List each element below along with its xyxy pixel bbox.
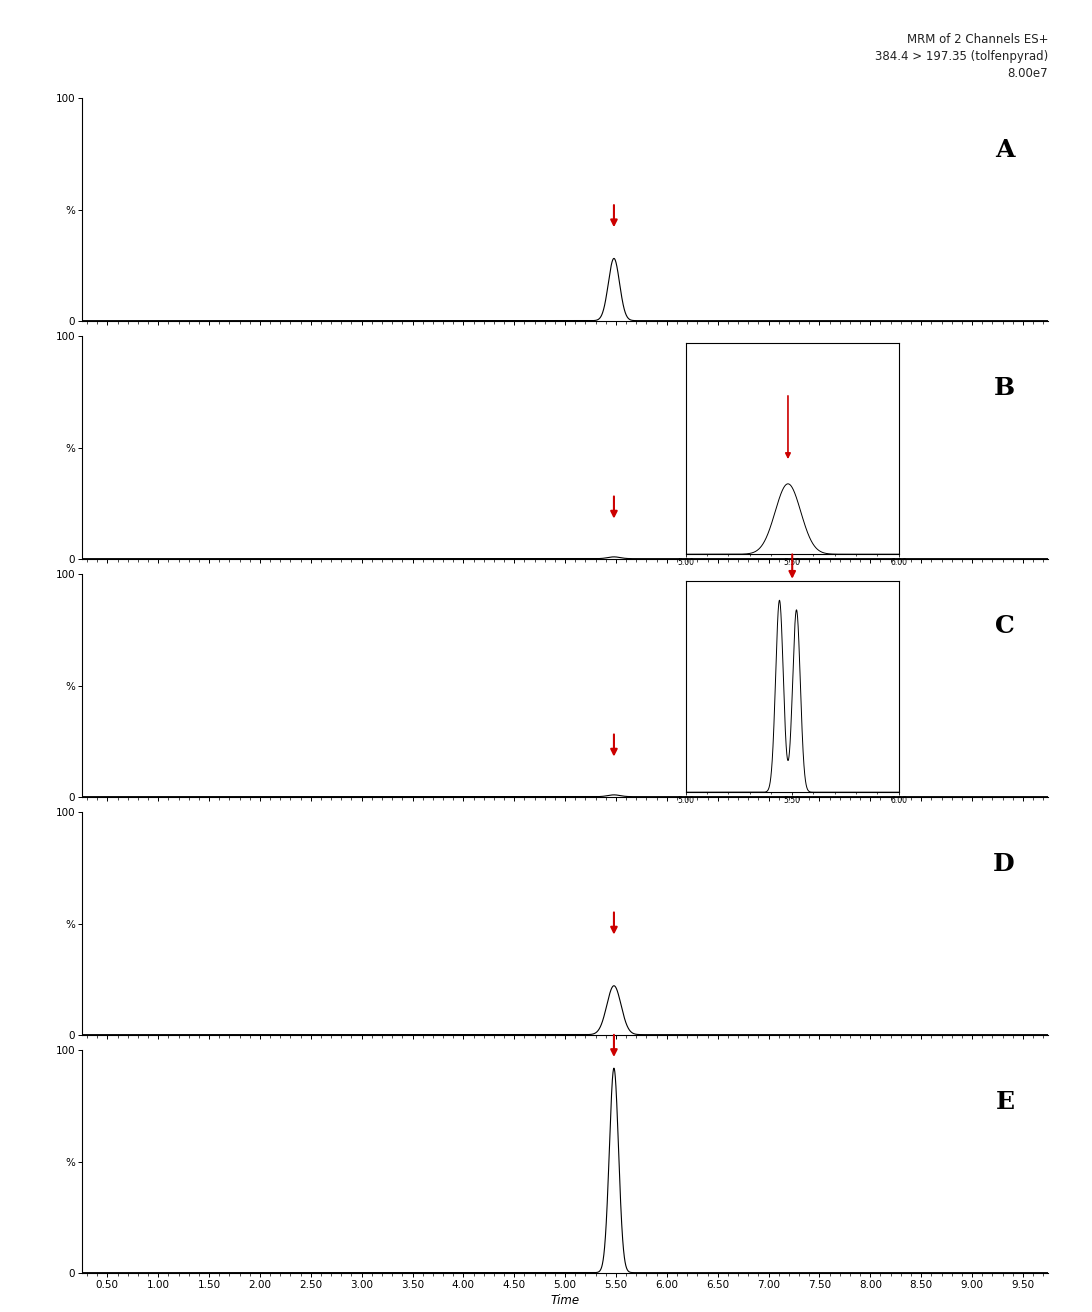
Text: B: B (994, 377, 1014, 400)
Text: C: C (995, 614, 1014, 639)
Text: D: D (993, 853, 1014, 876)
X-axis label: Time: Time (550, 1294, 580, 1307)
Text: MRM of 2 Channels ES+
384.4 > 197.35 (tolfenpyrad)
8.00e7: MRM of 2 Channels ES+ 384.4 > 197.35 (to… (875, 33, 1048, 80)
Text: A: A (995, 138, 1014, 163)
Text: E: E (996, 1090, 1014, 1114)
